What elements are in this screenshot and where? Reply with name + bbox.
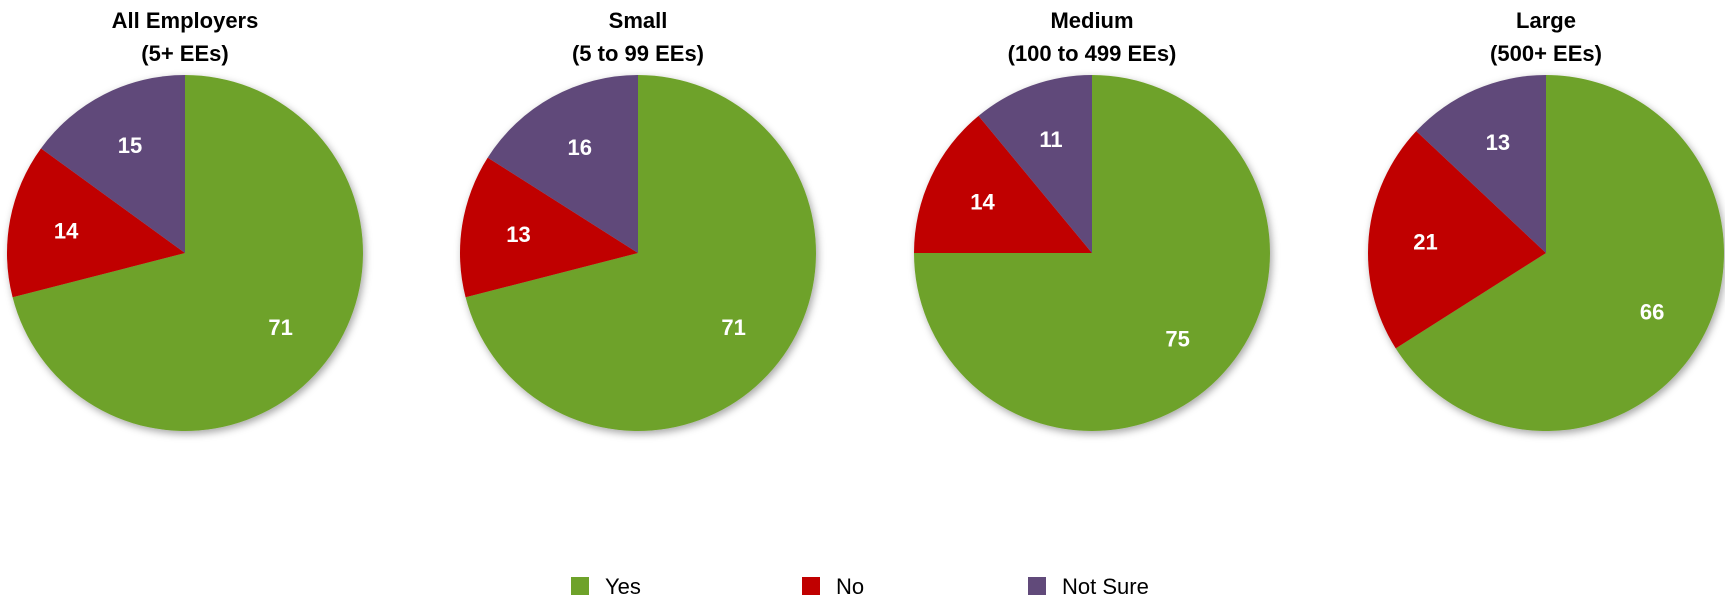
legend-swatch-no bbox=[802, 577, 820, 595]
pie-3-value-not-sure: 11 bbox=[1039, 127, 1062, 152]
pie-title-4-line-2: (500+ EEs) bbox=[1490, 41, 1602, 66]
pie-3-value-no: 14 bbox=[970, 190, 995, 215]
pie-3-slice-not-sure bbox=[978, 75, 1092, 253]
pie-title-4-line-1: Large bbox=[1516, 8, 1576, 33]
pie-chart-2: Small (5 to 99 EEs) 71 13 16 bbox=[459, 8, 816, 432]
pie-2-value-yes: 71 bbox=[721, 315, 745, 340]
pie-1-value-no: 14 bbox=[54, 218, 79, 243]
legend-item-no: No bbox=[802, 574, 864, 599]
pie-4-value-yes: 66 bbox=[1640, 299, 1664, 324]
pie-slices-3 bbox=[914, 75, 1270, 431]
pie-2-slice-no bbox=[459, 157, 638, 298]
pie-title-1-line-2: (5+ EEs) bbox=[141, 41, 228, 66]
legend-label-yes: Yes bbox=[605, 574, 641, 599]
legend-item-not-sure: Not Sure bbox=[1028, 574, 1149, 599]
legend-item-yes: Yes bbox=[571, 574, 641, 599]
pie-slices-4 bbox=[1367, 75, 1724, 431]
pie-slices-1 bbox=[6, 75, 363, 431]
legend-swatch-not-sure bbox=[1028, 577, 1046, 595]
pie-4-slice-not-sure bbox=[1416, 75, 1546, 253]
pie-1-value-yes: 71 bbox=[268, 315, 292, 340]
pie-chart-3: Medium (100 to 499 EEs) 75 14 11 bbox=[914, 8, 1270, 431]
pie-title-3-line-1: Medium bbox=[1050, 8, 1133, 33]
pie-4-value-no: 21 bbox=[1413, 230, 1437, 255]
pie-3-slice-no bbox=[914, 115, 1092, 253]
pie-chart-1: All Employers (5+ EEs) 71 14 15 bbox=[6, 8, 363, 431]
pie-title-3-line-2: (100 to 499 EEs) bbox=[1008, 41, 1177, 66]
pie-title-2-line-2: (5 to 99 EEs) bbox=[572, 41, 704, 66]
pie-2-value-no: 13 bbox=[506, 222, 530, 247]
pie-1-slice-not-sure bbox=[40, 75, 185, 253]
pie-slices-2 bbox=[459, 75, 816, 432]
pie-2-slice-not-sure bbox=[487, 75, 638, 253]
pie-title-2-line-1: Small bbox=[609, 8, 668, 33]
pie-3-value-yes: 75 bbox=[1165, 327, 1189, 352]
pies-group: All Employers (5+ EEs) 71 14 15 Small (5 to 99… bbox=[6, 8, 1724, 432]
pie-4-slice-no bbox=[1367, 131, 1546, 349]
legend-label-not-sure: Not Sure bbox=[1062, 574, 1149, 599]
pie-title-1-line-1: All Employers bbox=[112, 8, 259, 33]
pie-1-slice-no bbox=[6, 148, 186, 298]
legend-swatch-yes bbox=[571, 577, 589, 595]
pie-4-slice-yes bbox=[1395, 75, 1724, 431]
pie-4-value-not-sure: 13 bbox=[1486, 130, 1510, 155]
pie-chart-4: Large (500+ EEs) 66 21 13 bbox=[1367, 8, 1724, 431]
legend: Yes No Not Sure bbox=[571, 574, 1149, 599]
legend-label-no: No bbox=[836, 574, 864, 599]
pie-2-slice-yes bbox=[465, 75, 816, 432]
pie-1-value-not-sure: 15 bbox=[118, 133, 142, 158]
pie-1-slice-yes bbox=[12, 75, 363, 431]
pie-2-value-not-sure: 16 bbox=[567, 135, 591, 160]
